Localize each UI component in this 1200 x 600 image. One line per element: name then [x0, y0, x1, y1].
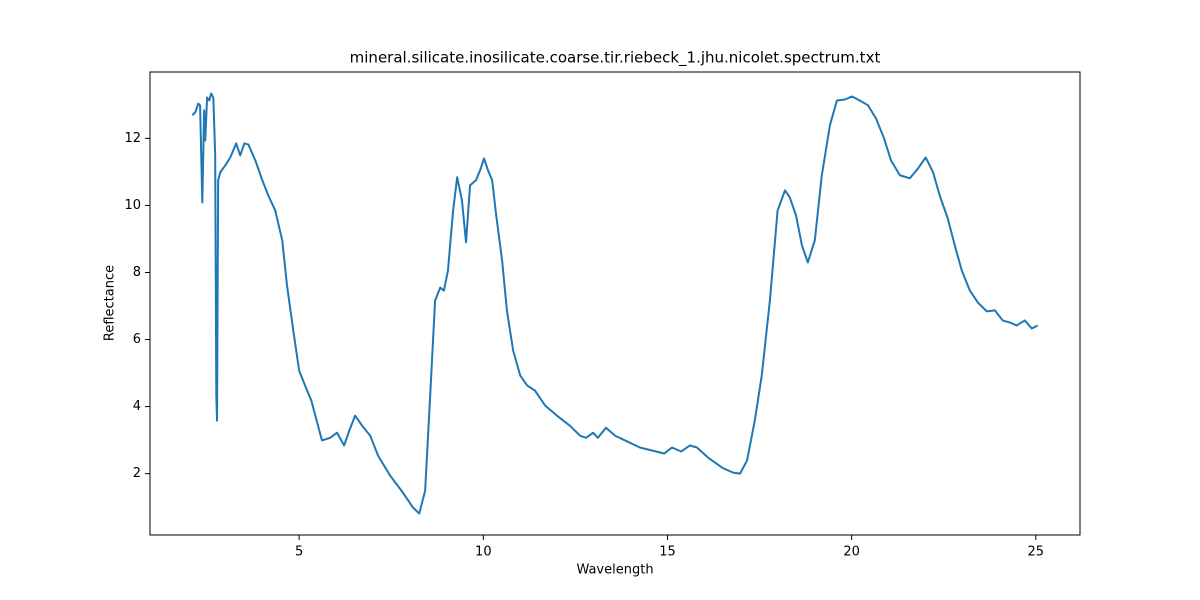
y-tick-label: 12 — [124, 131, 141, 146]
y-tick-label: 8 — [133, 265, 141, 280]
y-tick-label: 4 — [133, 399, 141, 414]
y-axis-label: Reflectance — [103, 265, 118, 341]
chart-title: mineral.silicate.inosilicate.coarse.tir.… — [350, 49, 881, 68]
y-tick-label: 6 — [133, 332, 141, 347]
y-tick-label: 10 — [124, 198, 141, 213]
x-tick-label: 10 — [475, 545, 492, 560]
y-tick-label: 2 — [133, 466, 141, 481]
x-tick-label: 5 — [295, 545, 303, 560]
spectrum-line — [191, 92, 1039, 515]
x-axis-label: Wavelength — [576, 563, 653, 578]
plot-frame — [149, 71, 1081, 536]
x-tick-label: 25 — [1028, 545, 1045, 560]
x-tick-label: 20 — [843, 545, 860, 560]
x-tick-label: 15 — [659, 545, 676, 560]
